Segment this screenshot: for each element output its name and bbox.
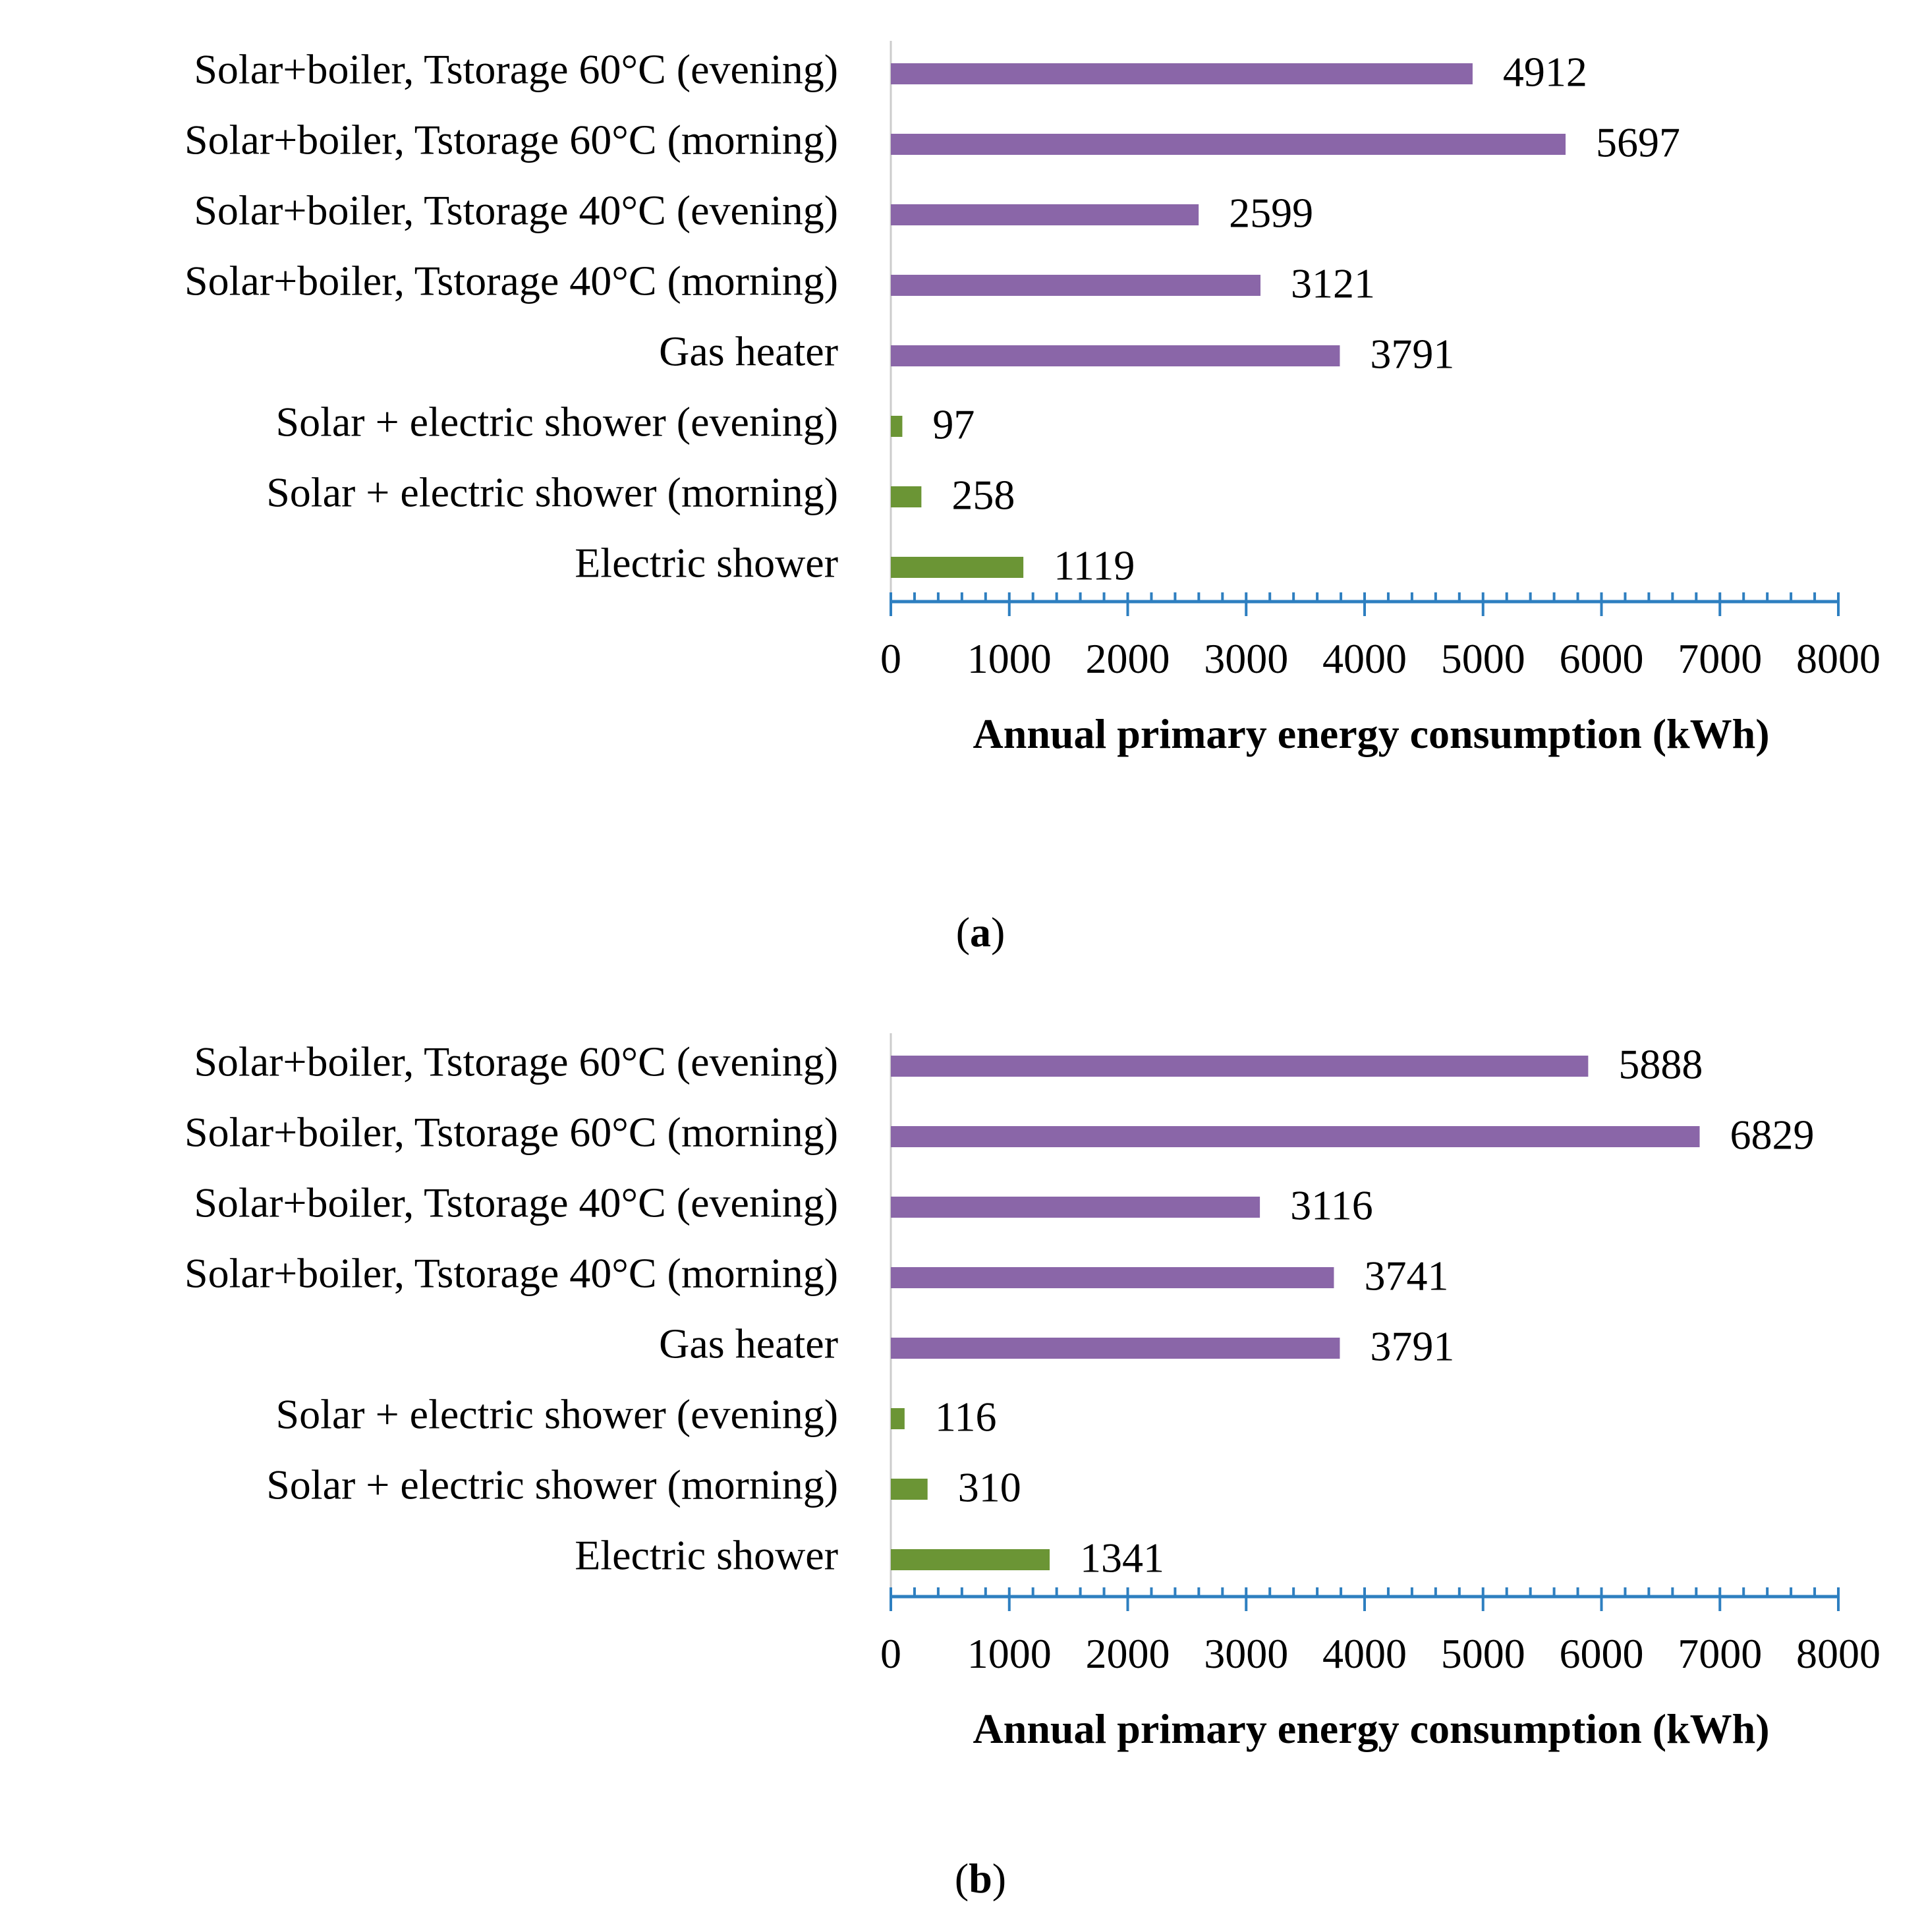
data-label: 3741 [1364, 1253, 1448, 1299]
bar [891, 1126, 1700, 1147]
data-label: 1341 [1080, 1535, 1164, 1581]
x-tick-label: 0 [880, 1630, 901, 1677]
category-label: Solar+boiler, Tstorage 60°C (evening) [194, 46, 838, 93]
category-label: Solar + electric shower (evening) [275, 399, 838, 445]
x-axis-title: Annual primary energy consumption (kWh) [973, 1705, 1770, 1752]
category-label: Solar+boiler, Tstorage 40°C (evening) [194, 187, 838, 234]
data-label: 3791 [1370, 1323, 1454, 1370]
x-axis-title: Annual primary energy consumption (kWh) [973, 710, 1770, 757]
category-label: Solar + electric shower (morning) [266, 1462, 838, 1508]
x-tick-label: 2000 [1086, 1630, 1170, 1677]
bar [891, 416, 903, 437]
bar [891, 1338, 1340, 1359]
x-tick-label: 1000 [967, 1630, 1052, 1677]
bar [891, 1056, 1589, 1077]
category-label: Solar+boiler, Tstorage 40°C (morning) [184, 1250, 838, 1297]
x-tick-label: 4000 [1322, 1630, 1407, 1677]
bar [891, 204, 1199, 225]
x-tick-label: 6000 [1560, 1630, 1644, 1677]
panel-label: (a) [956, 909, 1005, 955]
x-tick-label: 0 [880, 635, 901, 682]
category-label: Gas heater [659, 328, 838, 375]
x-tick-label: 8000 [1796, 635, 1881, 682]
category-label: Electric shower [575, 540, 838, 586]
bar [891, 557, 1024, 578]
category-label: Electric shower [575, 1532, 838, 1579]
x-tick-label: 8000 [1796, 1630, 1881, 1677]
x-tick-label: 3000 [1204, 635, 1288, 682]
data-label: 116 [935, 1394, 997, 1440]
panel-label-letter: b [969, 1855, 992, 1902]
data-label: 2599 [1229, 190, 1313, 237]
category-label: Solar+boiler, Tstorage 60°C (morning) [184, 117, 838, 163]
data-label: 5697 [1596, 119, 1680, 166]
x-tick-label: 5000 [1441, 1630, 1525, 1677]
data-label: 4912 [1503, 49, 1587, 96]
bar [891, 63, 1473, 84]
data-label: 6829 [1730, 1112, 1815, 1158]
category-label: Solar + electric shower (morning) [266, 469, 838, 516]
category-label: Gas heater [659, 1321, 838, 1367]
bar [891, 134, 1566, 155]
x-tick-label: 3000 [1204, 1630, 1288, 1677]
bar [891, 1267, 1334, 1288]
data-label: 97 [932, 401, 975, 448]
chart-panel-a: Solar+boiler, Tstorage 60°C (evening) 491… [184, 41, 1881, 955]
category-label: Solar+boiler, Tstorage 60°C (evening) [194, 1038, 838, 1085]
x-tick-label: 4000 [1322, 635, 1407, 682]
bar [891, 1197, 1260, 1218]
data-label: 1119 [1054, 542, 1135, 589]
x-tick-label: 7000 [1678, 1630, 1762, 1677]
panel-label-letter: a [970, 909, 991, 955]
data-label: 5888 [1618, 1041, 1703, 1088]
bar [891, 275, 1260, 296]
data-label: 258 [951, 472, 1015, 519]
chart-panel-b: Solar+boiler, Tstorage 60°C (evening) 588… [184, 1033, 1881, 1902]
x-tick-label: 2000 [1086, 635, 1170, 682]
category-label: Solar+boiler, Tstorage 40°C (morning) [184, 258, 838, 304]
category-label: Solar+boiler, Tstorage 40°C (evening) [194, 1179, 838, 1226]
x-tick-label: 6000 [1560, 635, 1644, 682]
x-tick-label: 7000 [1678, 635, 1762, 682]
panel-label: (b) [955, 1855, 1006, 1902]
x-tick-label: 5000 [1441, 635, 1525, 682]
bar [891, 1479, 928, 1500]
category-label: Solar+boiler, Tstorage 60°C (morning) [184, 1109, 838, 1156]
data-label: 3121 [1291, 260, 1375, 307]
bar [891, 345, 1340, 366]
data-label: 3791 [1370, 331, 1454, 378]
bar [891, 1408, 905, 1429]
x-tick-label: 1000 [967, 635, 1052, 682]
data-label: 3116 [1290, 1182, 1373, 1229]
bar [891, 486, 922, 507]
data-label: 310 [958, 1464, 1021, 1511]
bar [891, 1549, 1050, 1570]
category-label: Solar + electric shower (evening) [275, 1391, 838, 1438]
